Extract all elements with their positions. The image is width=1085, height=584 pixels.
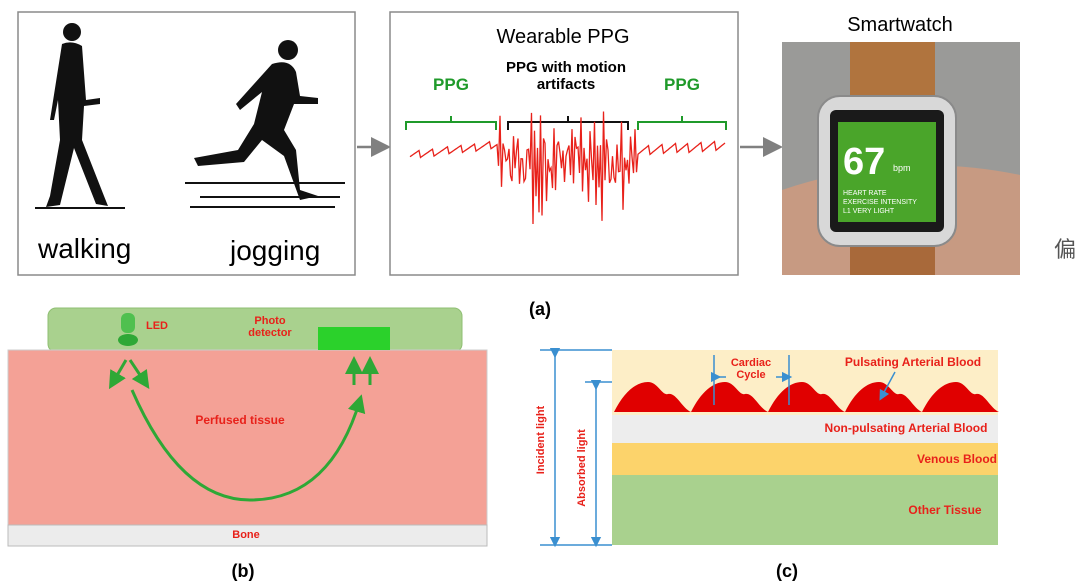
layer-label: Other Tissue [908,504,981,517]
signal-label: PPG with motion artifacts [491,60,641,93]
light-label: Incident light [535,406,547,474]
ppg-box [390,12,738,275]
signal-label: PPG [433,76,469,95]
layer-label: Venous Blood [917,453,997,466]
signal-label: PPG [664,76,700,95]
bone-label: Bone [232,529,260,541]
watch-unit: bpm [893,164,911,174]
page: PPG figure {"panel_a": {"activity": {"wa… [0,0,1085,584]
caption: (a) [529,300,551,320]
activity-label: walking [38,234,131,265]
panel-title: Wearable PPG [496,26,629,48]
watch-text: EXERCISE INTENSITY [843,199,917,207]
detector-label: Photo detector [240,315,300,339]
light-label: Absorbed light [576,429,588,507]
watch-text: HEART RATE [843,190,887,198]
watch-value: 67 [843,142,885,184]
body: walking jogging Wearable PPG PPG PPG wit… [0,0,1085,584]
panel-title: Smartwatch [847,14,953,36]
layer-label: Pulsating Arterial Blood [845,356,981,369]
photodetector [318,327,390,350]
figure: walking jogging Wearable PPG PPG PPG wit… [0,0,1085,584]
side-character: 偏 [1054,238,1076,262]
watch-text: L1 VERY LIGHT [843,208,894,216]
led-label: LED [146,320,168,332]
caption: (c) [776,562,798,582]
strap [850,42,935,102]
tissue-label: Perfused tissue [195,414,284,427]
layer-label: Non-pulsating Arterial Blood [825,422,988,435]
caption: (b) [232,562,255,582]
activity-label: jogging [230,236,320,267]
cycle-label: Cardiac Cycle [726,357,776,381]
